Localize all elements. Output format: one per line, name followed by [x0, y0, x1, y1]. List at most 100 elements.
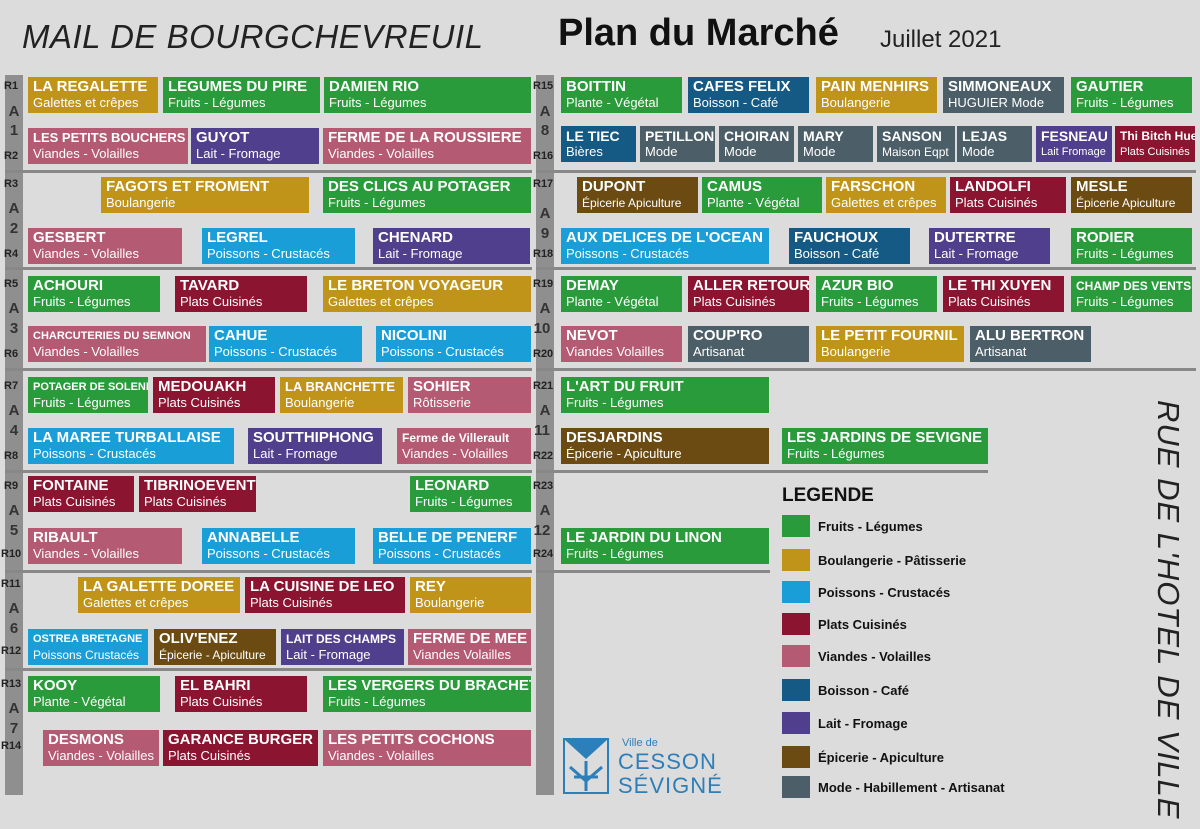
stall-desmons[interactable]: DESMONS Viandes - Volailles [43, 730, 159, 766]
stall-type: Plats Cuisinés [144, 494, 227, 509]
stall-coup-ro[interactable]: COUP'RO Artisanat [688, 326, 809, 362]
aisle-strip-middle [536, 75, 554, 795]
stall-fesneau[interactable]: FESNEAU Lait Fromage [1036, 126, 1112, 162]
stall-sohier[interactable]: SOHIER Rôtisserie [408, 377, 531, 413]
stall-type: Viandes Volailles [566, 344, 665, 359]
stall-rodier[interactable]: RODIER Fruits - Légumes [1071, 228, 1192, 264]
stall-type: Poissons - Crustacés [33, 446, 156, 461]
stall-leonard[interactable]: LEONARD Fruits - Légumes [410, 476, 531, 512]
stall-soutthiphong[interactable]: SOUTTHIPHONG Lait - Fromage [248, 428, 382, 464]
stall-simmoneaux-huguier[interactable]: SIMMONEAUX HUGUIER Mode [943, 77, 1064, 113]
stall-cahue[interactable]: CAHUE Poissons - Crustacés [209, 326, 362, 362]
stall-les-vergers-du-brachet[interactable]: LES VERGERS DU BRACHET Fruits - Légumes [323, 676, 531, 712]
stall-landolfi[interactable]: LANDOLFI Plats Cuisinés [950, 177, 1066, 213]
stall-annabelle[interactable]: ANNABELLE Poissons - Crustacés [202, 528, 355, 564]
stall-potager-de-solenn[interactable]: POTAGER DE SOLENN Fruits - Légumes [28, 377, 148, 413]
stall-les-petits-cochons[interactable]: LES PETITS COCHONS Viandes - Volailles [323, 730, 531, 766]
stall-fontaine[interactable]: FONTAINE Plats Cuisinés [28, 476, 134, 512]
stall-petillon[interactable]: PETILLON Mode [640, 126, 715, 162]
stall-dutertre[interactable]: DUTERTRE Lait - Fromage [929, 228, 1050, 264]
logo-line1: CESSON [618, 749, 717, 774]
stall-ribault[interactable]: RIBAULT Viandes - Volailles [28, 528, 182, 564]
stall-azur-bio[interactable]: AZUR BIO Fruits - Légumes [816, 276, 937, 312]
stall-tavard[interactable]: TAVARD Plats Cuisinés [175, 276, 307, 312]
stall-legumes-du-pire[interactable]: LEGUMES DU PIRE Fruits - Légumes [163, 77, 320, 113]
stall-aller-retour[interactable]: ALLER RETOUR Plats Cuisinés [688, 276, 809, 312]
stall-choiran[interactable]: CHOIRAN Mode [719, 126, 794, 162]
stall-legrel[interactable]: LEGREL Poissons - Crustacés [202, 228, 355, 264]
stall-mary[interactable]: MARY Mode [798, 126, 873, 162]
stall-les-jardins-de-sevigne[interactable]: LES JARDINS DE SEVIGNE Fruits - Légumes [782, 428, 988, 464]
stall-belle-de-penerf[interactable]: BELLE DE PENERF Poissons - Crustacés [373, 528, 531, 564]
stall-name: SOUTTHIPHONG [253, 429, 374, 446]
row-label: R24 [533, 548, 554, 560]
row-label: R16 [533, 150, 554, 162]
stall-mesle[interactable]: MESLE Épicerie Apiculture [1071, 177, 1192, 213]
stall-guyot[interactable]: GUYOT Lait - Fromage [191, 128, 319, 164]
stall-camus[interactable]: CAMUS Plante - Végétal [702, 177, 822, 213]
stall-type: Plats Cuisinés [180, 294, 263, 309]
stall-boittin[interactable]: BOITTIN Plante - Végétal [561, 77, 682, 113]
aisle-label: A [8, 502, 20, 519]
stall-name: CAFES FELIX [693, 78, 791, 95]
stall-ferme-de-mee[interactable]: FERME DE MEE Viandes Volailles [408, 629, 531, 665]
stall-le-jardin-du-linon[interactable]: LE JARDIN DU LINON Fruits - Légumes [561, 528, 769, 564]
stall-alu-bertron[interactable]: ALU BERTRON Artisanat [970, 326, 1091, 362]
stall-le-breton-voyageur[interactable]: LE BRETON VOYAGEUR Galettes et crêpes [323, 276, 531, 312]
stall-farschon[interactable]: FARSCHON Galettes et crêpes [826, 177, 946, 213]
stall-ostrea-bretagne[interactable]: OSTREA BRETAGNE Poissons Crustacés [28, 629, 148, 665]
stall-demay[interactable]: DEMAY Plante - Végétal [561, 276, 682, 312]
stall-type: Galettes et crêpes [33, 95, 139, 110]
stall-le-tiec[interactable]: LE TIEC Bières [561, 126, 636, 162]
stall-ferme-de-la-roussiere[interactable]: FERME DE LA ROUSSIERE Viandes - Volailles [323, 128, 531, 164]
stall-garance-burger[interactable]: GARANCE BURGER Plats Cuisinés [163, 730, 318, 766]
stall-name: NICOLINI [381, 327, 447, 344]
stall-fauchoux[interactable]: FAUCHOUX Boisson - Café [789, 228, 910, 264]
stall-cafes-felix[interactable]: CAFES FELIX Boisson - Café [688, 77, 809, 113]
stall-charcuteries-du-semnon[interactable]: CHARCUTERIES DU SEMNON Viandes - Volaille… [28, 326, 206, 362]
stall-type: Poissons - Crustacés [207, 246, 330, 261]
stall-desjardins[interactable]: DESJARDINS Épicerie - Apiculture [561, 428, 769, 464]
stall-la-cuisine-de-leo[interactable]: LA CUISINE DE LEO Plats Cuisinés [245, 577, 405, 613]
stall-damien-rio[interactable]: DAMIEN RIO Fruits - Légumes [324, 77, 531, 113]
stall-lait-des-champs[interactable]: LAIT DES CHAMPS Lait - Fromage [281, 629, 404, 665]
stall-medouakh[interactable]: MEDOUAKH Plats Cuisinés [153, 377, 275, 413]
stall-name: CAMUS [707, 178, 762, 195]
stall-la-galette-doree[interactable]: LA GALETTE DOREE Galettes et crêpes [78, 577, 240, 613]
stall-l-art-du-fruit[interactable]: L'ART DU FRUIT Fruits - Légumes [561, 377, 769, 413]
stall-nevot[interactable]: NEVOT Viandes Volailles [561, 326, 682, 362]
stall-dupont[interactable]: DUPONT Épicerie Apiculture [577, 177, 698, 213]
stall-des-clics-au-potager[interactable]: DES CLICS AU POTAGER Fruits - Légumes [323, 177, 531, 213]
legend-label: Lait - Fromage [818, 715, 908, 731]
stall-lejas[interactable]: LEJAS Mode [957, 126, 1032, 162]
stall-la-branchette[interactable]: LA BRANCHETTE Boulangerie [280, 377, 403, 413]
stall-name: SANSON [882, 128, 942, 144]
stall-name: AUX DELICES DE L'OCEAN [566, 229, 763, 246]
stall-el-bahri[interactable]: EL BAHRI Plats Cuisinés [175, 676, 307, 712]
stall-la-maree-turballaise[interactable]: LA MAREE TURBALLAISE Poissons - Crustacés [28, 428, 234, 464]
stall-la-regalette[interactable]: LA REGALETTE Galettes et crêpes [28, 77, 158, 113]
stall-nicolini[interactable]: NICOLINI Poissons - Crustacés [376, 326, 531, 362]
page-title: Plan du Marché [558, 12, 839, 54]
stall-pain-menhirs[interactable]: PAIN MENHIRS Boulangerie [816, 77, 937, 113]
stall-les-petits-bouchers[interactable]: LES PETITS BOUCHERS Viandes - Volailles [28, 128, 188, 164]
stall-champ-des-vents[interactable]: CHAMP DES VENTS Fruits - Légumes [1071, 276, 1192, 312]
stall-gesbert[interactable]: GESBERT Viandes - Volailles [28, 228, 182, 264]
stall-aux-delices-de-l-ocean[interactable]: AUX DELICES DE L'OCEAN Poissons - Crustac… [561, 228, 769, 264]
stall-le-petit-fournil[interactable]: LE PETIT FOURNIL Boulangerie [816, 326, 964, 362]
stall-ferme-de-villerault[interactable]: Ferme de Villerault Viandes - Volailles [397, 428, 531, 464]
stall-type: Viandes - Volailles [33, 344, 139, 359]
stall-chenard[interactable]: CHENARD Lait - Fromage [373, 228, 530, 264]
stall-type: Fruits - Légumes [328, 694, 426, 709]
stall-sanson[interactable]: SANSON Maison Eqpt [877, 126, 955, 162]
stall-le-thi-xuyen[interactable]: LE THI XUYEN Plats Cuisinés [943, 276, 1064, 312]
stall-achouri[interactable]: ACHOURI Fruits - Légumes [28, 276, 160, 312]
stall-kooy[interactable]: KOOY Plante - Végétal [28, 676, 160, 712]
stall-name: MARY [803, 128, 844, 144]
stall-gautier[interactable]: GAUTIER Fruits - Légumes [1071, 77, 1192, 113]
stall-fagots-et-froment[interactable]: FAGOTS ET FROMENT Boulangerie [101, 177, 309, 213]
stall-olivenez[interactable]: OLIV'ENEZ Épicerie - Apiculture [154, 629, 276, 665]
stall-tibrinoevent[interactable]: TIBRINOEVENT Plats Cuisinés [139, 476, 256, 512]
stall-thi-bitch-hue[interactable]: Thi Bitch Hue Plats Cuisinés [1115, 126, 1195, 162]
stall-rey[interactable]: REY Boulangerie [410, 577, 531, 613]
